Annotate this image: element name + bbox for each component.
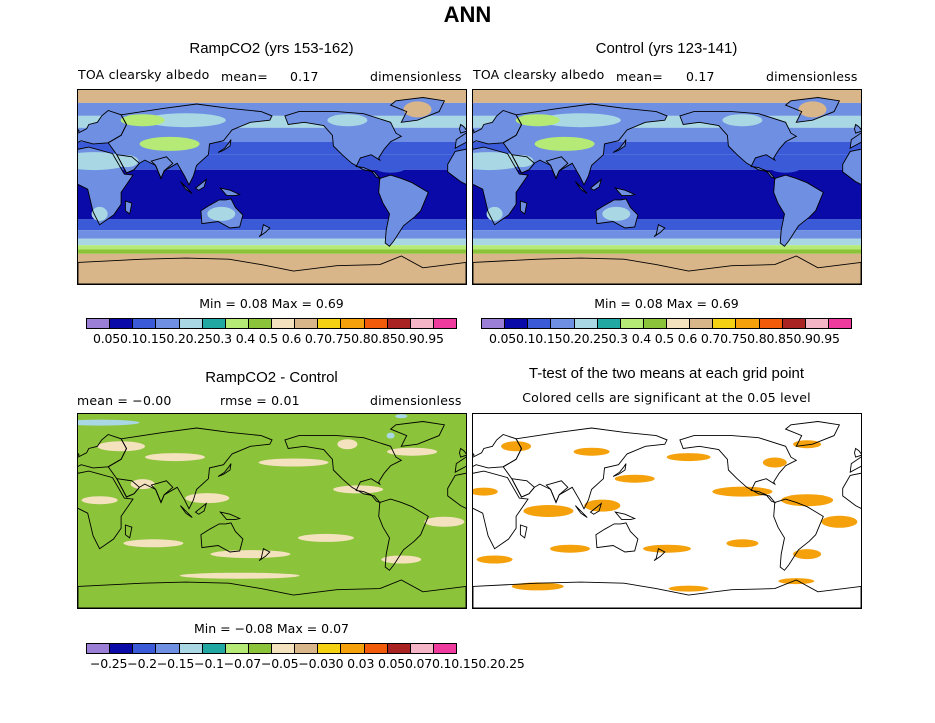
ramp-panel-title: RampCO2 (yrs 153-162) <box>189 40 354 57</box>
control-colorbar-swatch <box>620 319 644 328</box>
control-colorbar-swatch <box>528 319 552 328</box>
ttest-significance-map <box>472 413 862 609</box>
control-mean-label: mean= <box>616 69 663 84</box>
ramp-mean-label: mean= <box>221 69 268 84</box>
ramp-min-max: Min = 0.08 Max = 0.69 <box>199 296 344 311</box>
ramp-colorbar-swatch <box>318 319 342 328</box>
control-variable-label: TOA clearsky albedo <box>473 67 605 82</box>
control-albedo-map <box>472 89 862 285</box>
ramp-colorbar-swatch <box>110 319 134 328</box>
difference-colorbar-swatch <box>272 644 296 653</box>
ramp-colorbar-swatch <box>87 319 111 328</box>
difference-colorbar-swatch <box>110 644 134 653</box>
ramp-colorbar <box>86 318 457 329</box>
difference-min-max: Min = −0.08 Max = 0.07 <box>194 621 349 636</box>
difference-colorbar-swatch <box>364 644 388 653</box>
ramp-variable-label: TOA clearsky albedo <box>78 67 210 82</box>
difference-mean: mean = −0.00 <box>77 393 172 408</box>
control-colorbar <box>481 318 852 329</box>
control-min-max: Min = 0.08 Max = 0.69 <box>594 296 739 311</box>
difference-units: dimensionless <box>370 393 462 408</box>
difference-colorbar-swatch <box>410 644 434 653</box>
control-colorbar-swatch <box>597 319 621 328</box>
control-colorbar-swatch <box>828 319 851 328</box>
control-panel-title: Control (yrs 123-141) <box>595 40 738 57</box>
difference-colorbar-swatch <box>433 644 456 653</box>
difference-map <box>77 413 467 609</box>
control-colorbar-swatch <box>782 319 806 328</box>
ramp-colorbar-swatch <box>179 319 203 328</box>
control-colorbar-swatch <box>551 319 575 328</box>
difference-colorbar-swatch <box>318 644 342 653</box>
main-title: ANN <box>443 2 492 27</box>
difference-colorbar-swatch <box>202 644 226 653</box>
control-colorbar-ticks: 0.050.10.150.20.250.3 0.4 0.5 0.6 0.70.7… <box>489 331 840 346</box>
control-colorbar-swatch <box>667 319 691 328</box>
difference-colorbar-ticks: −0.25−0.2−0.15−0.1−0.07−0.05−0.030 0.03 … <box>90 656 525 671</box>
ramp-colorbar-swatch <box>341 319 365 328</box>
control-colorbar-swatch <box>713 319 737 328</box>
difference-colorbar-swatch <box>179 644 203 653</box>
difference-panel-title: RampCO2 - Control <box>205 369 338 386</box>
control-colorbar-swatch <box>482 319 506 328</box>
ramp-colorbar-swatch <box>433 319 456 328</box>
ramp-units: dimensionless <box>370 69 462 84</box>
control-colorbar-swatch <box>759 319 783 328</box>
control-colorbar-swatch <box>505 319 529 328</box>
control-colorbar-swatch <box>574 319 598 328</box>
ttest-subtitle: Colored cells are significant at the 0.0… <box>522 390 811 405</box>
ramp-colorbar-swatch <box>410 319 434 328</box>
control-colorbar-swatch <box>805 319 829 328</box>
difference-colorbar-swatch <box>295 644 319 653</box>
ttest-panel-title: T-test of the two means at each grid poi… <box>528 365 805 382</box>
difference-colorbar-swatch <box>225 644 249 653</box>
ramp-colorbar-swatch <box>202 319 226 328</box>
control-colorbar-swatch <box>736 319 760 328</box>
ramp-albedo-map <box>77 89 467 285</box>
difference-colorbar-swatch <box>87 644 111 653</box>
difference-colorbar-swatch <box>248 644 272 653</box>
difference-rmse: rmse = 0.01 <box>220 393 300 408</box>
ramp-mean-value: 0.17 <box>290 69 319 84</box>
ramp-colorbar-swatch <box>295 319 319 328</box>
ramp-colorbar-swatch <box>156 319 180 328</box>
difference-colorbar-swatch <box>341 644 365 653</box>
control-colorbar-swatch <box>643 319 667 328</box>
difference-colorbar-swatch <box>156 644 180 653</box>
control-units: dimensionless <box>766 69 858 84</box>
ramp-colorbar-swatch <box>272 319 296 328</box>
control-mean-value: 0.17 <box>686 69 715 84</box>
ramp-colorbar-swatch <box>364 319 388 328</box>
ramp-colorbar-swatch <box>225 319 249 328</box>
control-colorbar-swatch <box>690 319 714 328</box>
ramp-colorbar-swatch <box>387 319 411 328</box>
difference-colorbar-swatch <box>387 644 411 653</box>
difference-colorbar <box>86 643 457 654</box>
ramp-colorbar-ticks: 0.050.10.150.20.250.3 0.4 0.5 0.6 0.70.7… <box>93 331 444 346</box>
ramp-colorbar-swatch <box>133 319 157 328</box>
difference-colorbar-swatch <box>133 644 157 653</box>
ramp-colorbar-swatch <box>248 319 272 328</box>
